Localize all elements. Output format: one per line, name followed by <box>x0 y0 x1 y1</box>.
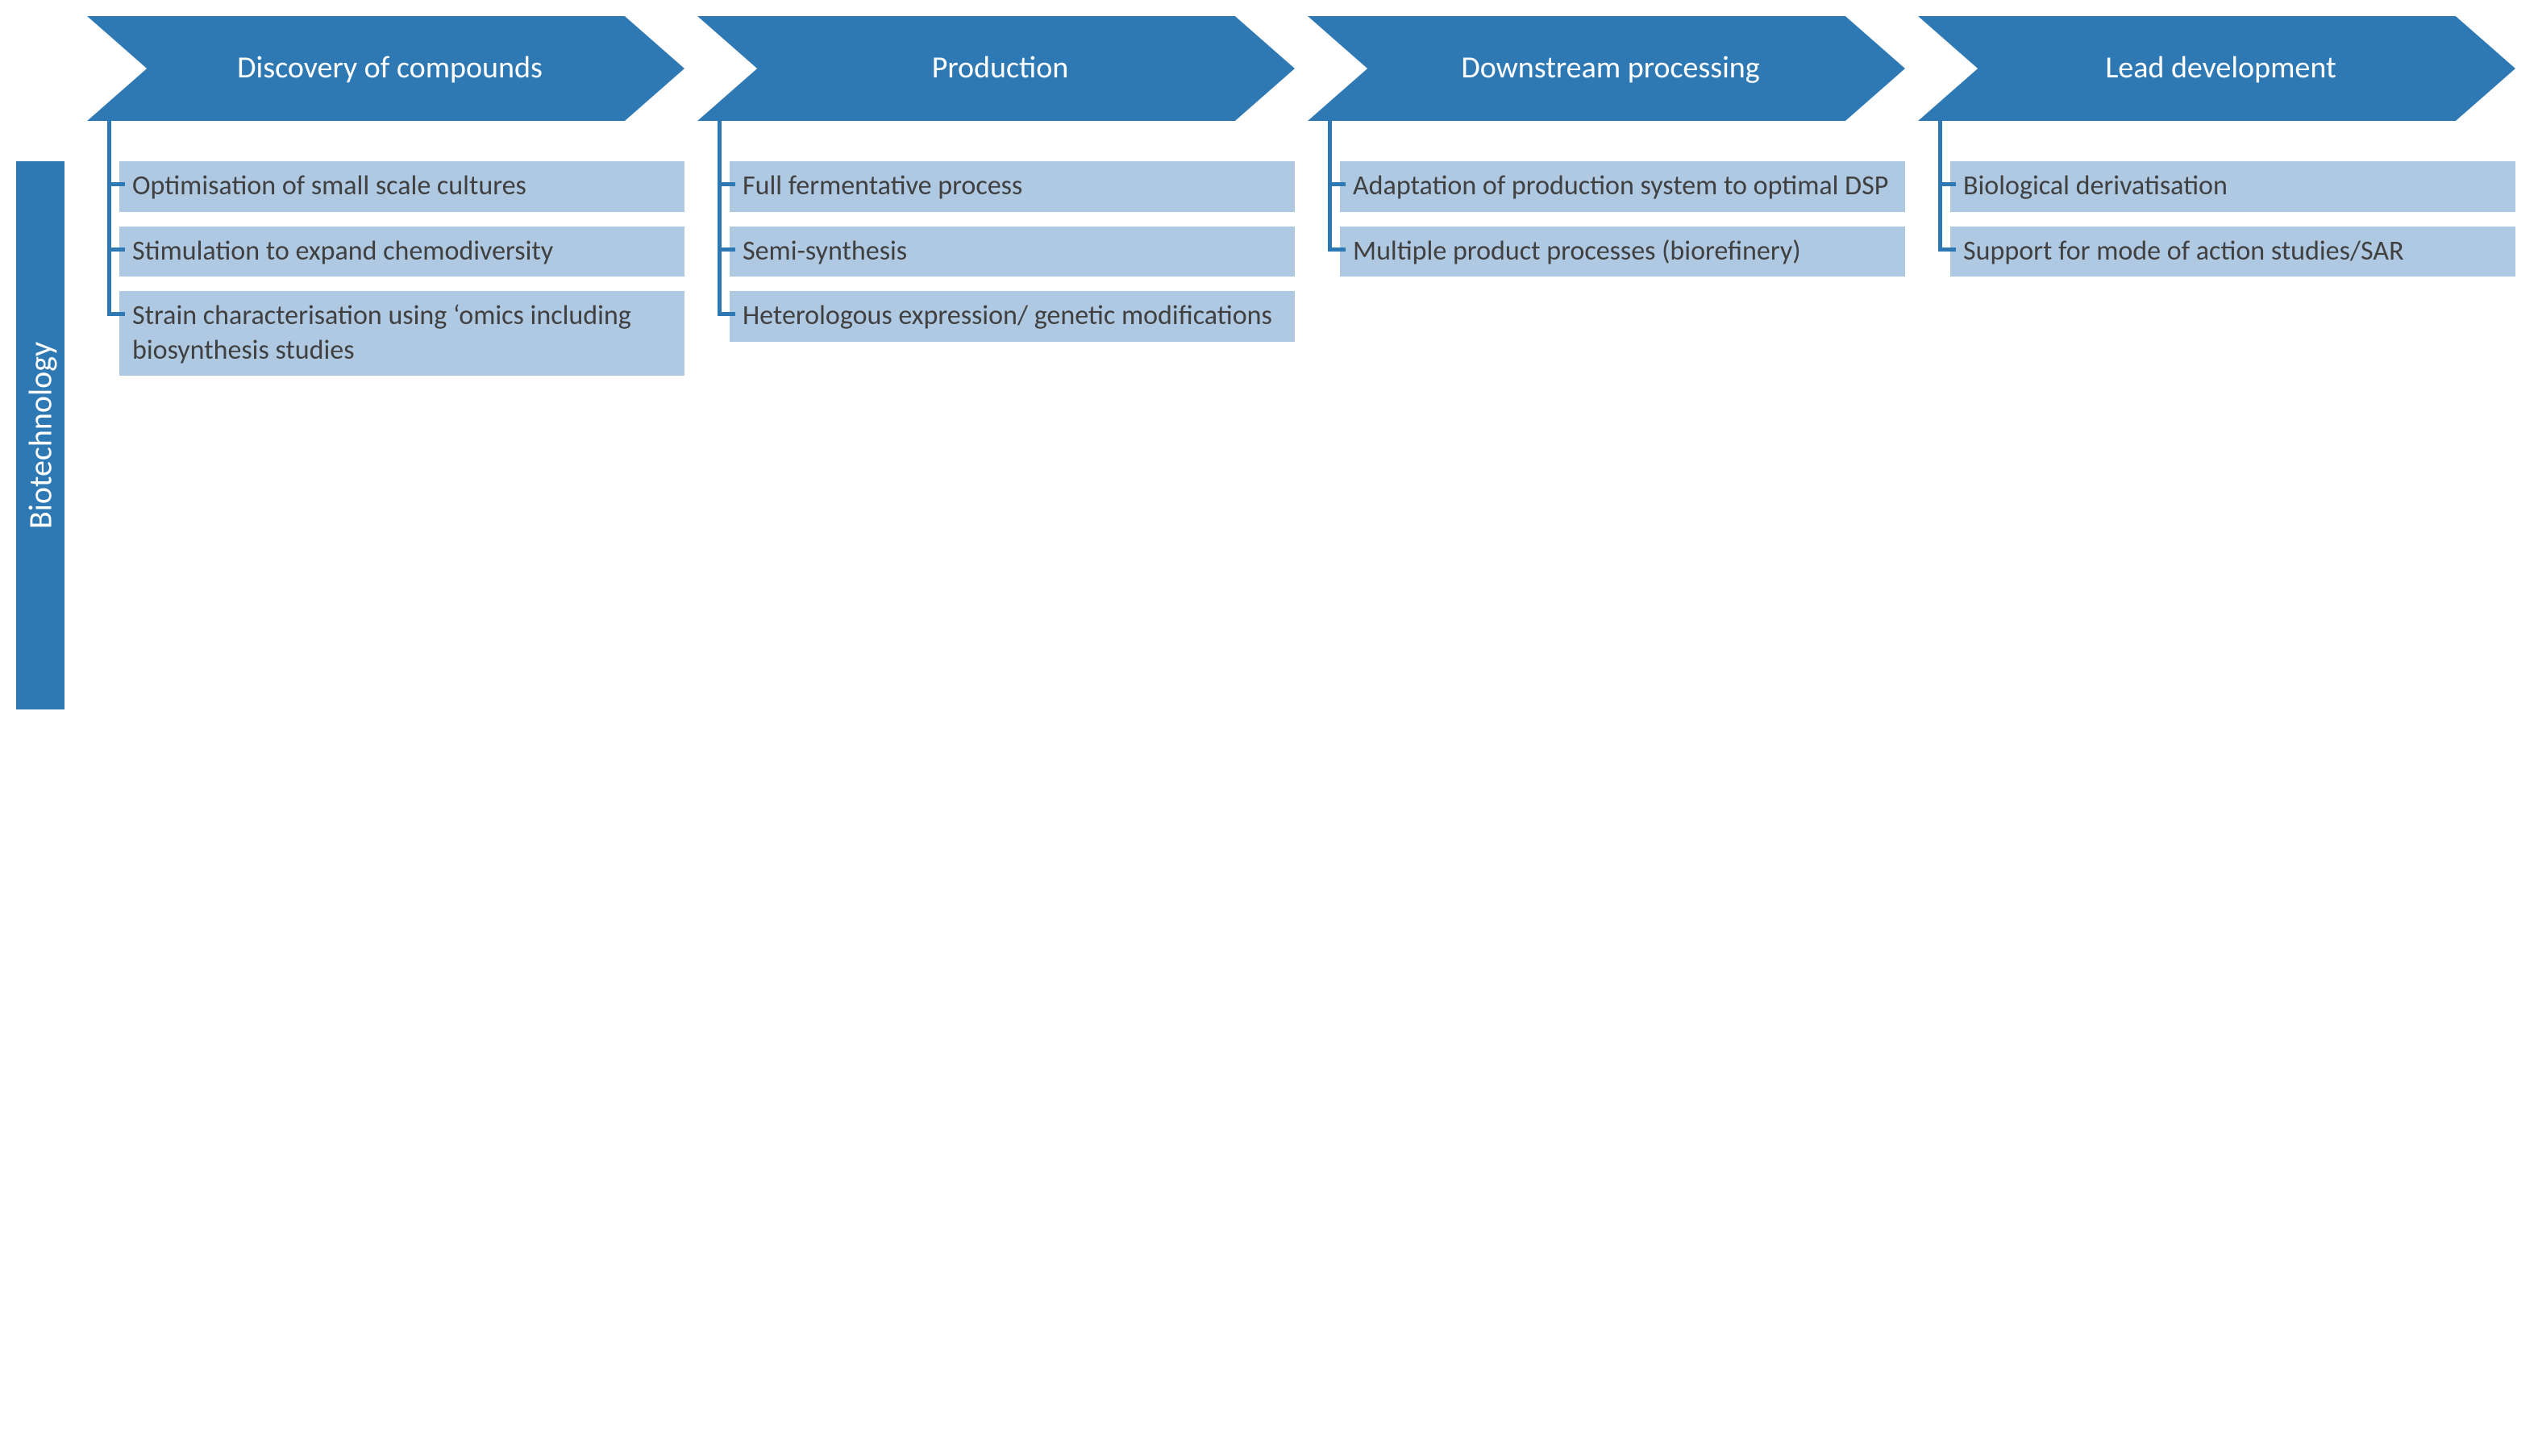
connector-hline <box>718 248 735 252</box>
stage-items: Optimisation of small scale cultures Stim… <box>87 121 684 376</box>
connector-hline <box>1328 182 1346 186</box>
stage-item: Support for mode of action studies/SAR <box>1950 227 2515 277</box>
stage-item-row: Strain characterisation using ‘omics inc… <box>119 291 684 376</box>
connector-vline <box>718 121 722 316</box>
stage-items: Biological derivatisation Support for mod… <box>1918 121 2515 277</box>
connector-vline <box>1938 121 1942 252</box>
stage-title: Downstream processing <box>1461 50 1759 87</box>
stage-item-row: Stimulation to expand chemodiversity <box>119 227 684 277</box>
stage-item: Full fermentative process <box>730 161 1295 212</box>
stage-item: Optimisation of small scale cultures <box>119 161 684 212</box>
stage-item-row: Biological derivatisation <box>1950 161 2515 212</box>
stage-item: Semi-synthesis <box>730 227 1295 277</box>
stage-header: Production <box>697 16 1295 121</box>
stage-item: Multiple product processes (biorefinery) <box>1340 227 1905 277</box>
stage-title: Discovery of compounds <box>237 50 543 87</box>
stage-title: Lead development <box>2105 50 2336 87</box>
stage-item: Strain characterisation using ‘omics inc… <box>119 291 684 376</box>
stage-item-row: Support for mode of action studies/SAR <box>1950 227 2515 277</box>
stage-header: Discovery of compounds <box>87 16 684 121</box>
stage-columns: Discovery of compounds Optimisation of sm… <box>81 16 2522 390</box>
stage-item-row: Full fermentative process <box>730 161 1295 212</box>
stage-column: Downstream processing Adaptation of produ… <box>1301 16 1912 390</box>
stage-column: Lead development Biological derivatisatio… <box>1912 16 2522 390</box>
stage-items: Adaptation of production system to optim… <box>1308 121 1905 277</box>
stage-item: Biological derivatisation <box>1950 161 2515 212</box>
stage-items: Full fermentative process Semi-synthesis H… <box>697 121 1295 342</box>
connector-hline <box>107 248 125 252</box>
stage-item: Stimulation to expand chemodiversity <box>119 227 684 277</box>
connector-hline <box>718 312 735 316</box>
stage-column: Discovery of compounds Optimisation of sm… <box>81 16 691 390</box>
stage-header: Downstream processing <box>1308 16 1905 121</box>
stage-item: Adaptation of production system to optim… <box>1340 161 1905 212</box>
stage-item-row: Optimisation of small scale cultures <box>119 161 684 212</box>
connector-hline <box>107 182 125 186</box>
stage-header: Lead development <box>1918 16 2515 121</box>
stage-item-row: Multiple product processes (biorefinery) <box>1340 227 1905 277</box>
stage-item-row: Heterologous expression/ genetic modific… <box>730 291 1295 342</box>
biotech-process-diagram: Biotechnology Discovery of compounds Opti… <box>16 16 2522 709</box>
side-label-biotechnology: Biotechnology <box>16 161 64 709</box>
stage-item-row: Adaptation of production system to optim… <box>1340 161 1905 212</box>
stage-item: Heterologous expression/ genetic modific… <box>730 291 1295 342</box>
connector-vline <box>1328 121 1332 252</box>
stage-column: Production Full fermentative process Semi-… <box>691 16 1301 390</box>
connector-hline <box>1328 248 1346 252</box>
connector-vline <box>107 121 111 316</box>
stage-item-row: Semi-synthesis <box>730 227 1295 277</box>
connector-hline <box>718 182 735 186</box>
connector-hline <box>1938 182 1956 186</box>
connector-hline <box>1938 248 1956 252</box>
stage-title: Production <box>932 50 1068 87</box>
connector-hline <box>107 312 125 316</box>
